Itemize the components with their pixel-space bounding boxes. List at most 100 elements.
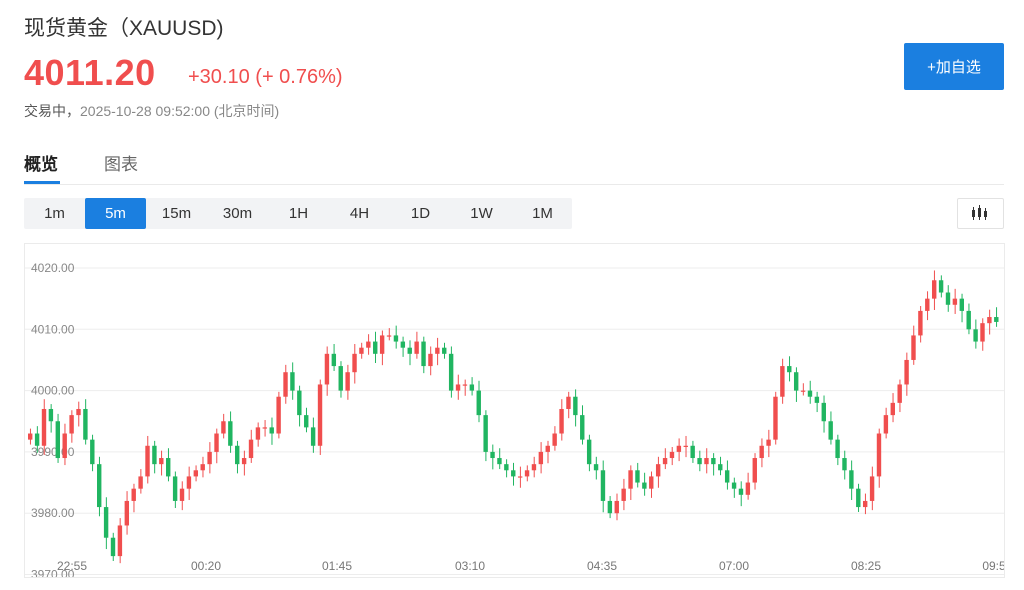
y-tick-label: 4000.00: [31, 384, 75, 398]
candle-body: [455, 384, 461, 391]
interval-30m[interactable]: 30m: [222, 205, 253, 222]
active-tab-indicator: [24, 181, 60, 184]
candle-body: [34, 433, 40, 446]
candle-body: [90, 439, 95, 465]
candle-body: [269, 427, 274, 434]
candle-body: [994, 317, 999, 322]
candle-body: [856, 488, 861, 508]
x-tick-label: 00:20: [191, 559, 221, 573]
candle-body: [566, 396, 571, 409]
candle-body: [138, 476, 143, 489]
x-tick-label: 07:00: [719, 559, 749, 573]
candle-body: [393, 335, 399, 342]
candle-body: [966, 310, 971, 330]
interval-15m[interactable]: 15m: [161, 205, 192, 222]
candle-body: [614, 500, 619, 514]
candle-body: [821, 402, 826, 422]
candle-body: [890, 402, 895, 416]
interval-selector: 1m 5m 15m 30m 1H 4H 1D 1W 1M: [24, 198, 572, 229]
candle-body: [400, 341, 406, 348]
candle-body: [497, 458, 502, 465]
candle-body: [849, 470, 854, 489]
candle-body: [662, 458, 668, 465]
candle-body: [186, 476, 192, 489]
candle-body: [373, 341, 378, 354]
y-tick-label: 4010.00: [31, 322, 75, 336]
candle-body: [876, 433, 882, 477]
candle-body: [379, 335, 385, 354]
candle-body: [41, 408, 47, 446]
candle-body: [28, 433, 33, 440]
candle-body: [925, 298, 930, 311]
candle-body: [386, 335, 392, 337]
candle-body: [62, 433, 67, 459]
price-chart[interactable]: 4020.00 4010.00 4000.00 3990.00 3980.00 3970.…: [24, 243, 1006, 582]
candle-body: [621, 488, 626, 501]
interval-1h[interactable]: 1H: [288, 205, 309, 222]
candle-body: [752, 458, 757, 483]
candle-body: [814, 396, 820, 403]
candle-body: [324, 353, 330, 385]
candle-body: [421, 341, 426, 367]
candle-body: [283, 372, 288, 397]
candle-body: [124, 500, 130, 526]
candle-body: [483, 415, 488, 452]
candle-body: [517, 476, 523, 478]
interval-5m[interactable]: 5m: [85, 198, 146, 229]
candle-body: [83, 408, 88, 440]
candle-body: [842, 458, 847, 471]
candle-body: [690, 445, 695, 459]
candle-body: [469, 384, 475, 391]
candle-body: [97, 464, 102, 508]
candle-body: [407, 347, 412, 354]
chart-type-button[interactable]: [957, 198, 1004, 229]
interval-1mo[interactable]: 1M: [532, 205, 553, 222]
candle-body: [862, 500, 868, 508]
candle-body: [559, 408, 564, 434]
candle-body: [628, 470, 633, 489]
candle-body: [952, 298, 958, 305]
y-tick-label: 3980.00: [31, 506, 75, 520]
interval-1w[interactable]: 1W: [470, 205, 493, 222]
candle-body: [711, 458, 716, 465]
candle-body: [69, 415, 74, 434]
candle-body: [780, 366, 785, 397]
price-change: +30.10 (+ 0.76%): [188, 66, 343, 88]
tab-chart[interactable]: 图表: [104, 155, 138, 174]
x-tick-label: 22:55: [57, 559, 87, 573]
status-label: 交易中，: [24, 103, 80, 119]
candle-body: [669, 451, 675, 459]
candle-body: [48, 408, 54, 422]
candle-body: [504, 464, 509, 471]
candle-body: [359, 347, 364, 354]
candle-body: [345, 372, 350, 391]
candle-body: [600, 470, 606, 501]
candle-body: [76, 408, 81, 416]
candle-body: [228, 421, 233, 446]
candle-body: [310, 427, 316, 446]
candle-body: [683, 445, 688, 447]
candle-body: [366, 341, 371, 348]
candle-body: [904, 359, 909, 385]
interval-1m[interactable]: 1m: [44, 205, 65, 222]
candle-body: [159, 458, 164, 465]
candle-body: [131, 488, 136, 501]
x-tick-label: 04:35: [587, 559, 617, 573]
candle-body: [338, 366, 343, 391]
candle-body: [738, 488, 744, 495]
candle-body: [766, 439, 771, 446]
candle-body: [835, 439, 840, 459]
x-tick-label: 08:25: [851, 559, 881, 573]
candle-body: [276, 396, 281, 434]
candle-body: [55, 421, 61, 459]
interval-1d[interactable]: 1D: [410, 205, 431, 222]
candle-body: [731, 482, 737, 489]
tab-overview[interactable]: 概览: [24, 155, 58, 174]
interval-4h[interactable]: 4H: [349, 205, 370, 222]
candle-body: [304, 415, 309, 428]
add-to-watchlist-button[interactable]: +加自选: [904, 43, 1004, 90]
candle-body: [980, 323, 985, 342]
candlestick-chart: 4020.004010.004000.003990.003980.003970.…: [25, 261, 1006, 582]
candle-body: [428, 353, 433, 367]
candle-body: [573, 396, 578, 416]
